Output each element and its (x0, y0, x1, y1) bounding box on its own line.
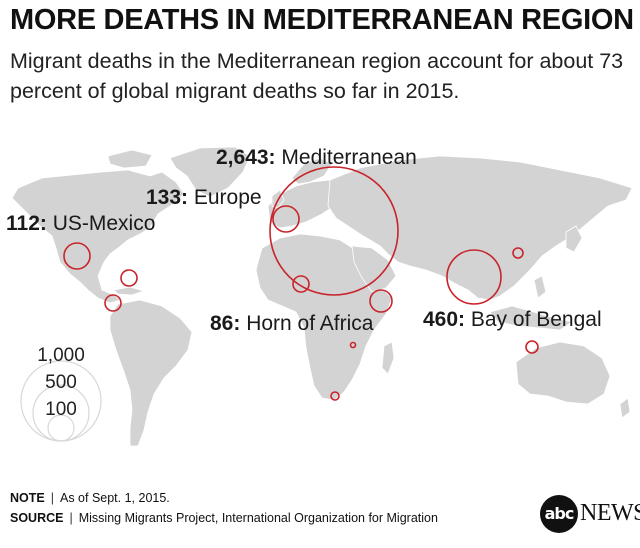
circle-south-africa (330, 391, 340, 401)
north-america-shape (11, 169, 185, 304)
map-subtitle: Migrant deaths in the Mediterranean regi… (10, 49, 624, 103)
value-horn-of-africa: 86: (210, 312, 241, 335)
legend-circle-100 (47, 414, 75, 442)
map-title: MORE DEATHS IN MEDITERRANEAN REGION (10, 4, 634, 36)
size-legend (20, 360, 102, 442)
greenland-shape (169, 146, 251, 198)
circle-us-mexico (63, 242, 91, 270)
asia-shape (327, 155, 633, 301)
source-label: SOURCE (10, 511, 64, 525)
japan-shape (565, 225, 583, 253)
arabia-shape (351, 245, 397, 293)
name-mediterranean: Mediterranean (281, 146, 417, 169)
circle-mediterranean (269, 166, 399, 296)
migrant-death-circles (63, 166, 539, 401)
abc-logo-mark: abc (540, 495, 578, 533)
circle-central-america (104, 294, 122, 312)
circle-europe (272, 205, 300, 233)
arctic-islands-shape (107, 149, 153, 169)
land-masses (11, 146, 633, 447)
circle-bay-of-bengal (446, 249, 502, 305)
legend-label-100: 100 (45, 399, 77, 420)
circle-south-china (512, 247, 524, 259)
south-america-shape (109, 299, 193, 447)
circle-caribbean (120, 269, 138, 287)
source-separator: | (69, 511, 73, 525)
value-bay-of-bengal: 460: (423, 308, 466, 331)
note-text: As of Sept. 1, 2015. (59, 491, 170, 505)
australia-shape (515, 341, 611, 405)
africa-shape (255, 233, 393, 401)
legend-label-500: 500 (45, 372, 77, 393)
legend-label-1000: 1,000 (37, 345, 85, 366)
circle-horn-of-africa (369, 289, 393, 313)
label-us-mexico: 112: US-Mexico (6, 212, 155, 236)
label-europe: 133: Europe (146, 186, 262, 210)
new-zealand-shape (619, 397, 631, 419)
label-bay-of-bengal: 460: Bay of Bengal (423, 308, 602, 332)
name-horn-of-africa: Horn of Africa (246, 312, 374, 335)
value-us-mexico: 112: (6, 212, 47, 235)
indonesia-shape (489, 305, 574, 331)
source-text: Missing Migrants Project, International … (78, 511, 438, 525)
name-bay-of-bengal: Bay of Bengal (470, 308, 602, 331)
value-europe: 133: (146, 186, 189, 209)
caribbean-shape (113, 286, 146, 296)
philippines-shape (533, 275, 547, 299)
world-map (11, 146, 633, 447)
source-line: SOURCE | Missing Migrants Project, Interna… (10, 511, 438, 525)
abc-logo-news-text: NEWS (580, 500, 640, 526)
label-mediterranean: 2,643: Mediterranean (216, 146, 417, 170)
madagascar-shape (381, 341, 395, 375)
circle-east-africa (349, 341, 357, 349)
abc-news-logo: abc NEWS (540, 495, 640, 533)
note-label: NOTE (10, 491, 45, 505)
name-europe: Europe (193, 186, 262, 209)
note-separator: | (50, 491, 54, 505)
value-mediterranean: 2,643: (216, 146, 276, 169)
circle-west-africa (292, 275, 310, 293)
label-horn-of-africa: 86: Horn of Africa (210, 312, 373, 336)
circle-indonesia (525, 340, 539, 354)
note-line: NOTE | As of Sept. 1, 2015. (10, 491, 170, 505)
name-us-mexico: US-Mexico (52, 212, 156, 235)
